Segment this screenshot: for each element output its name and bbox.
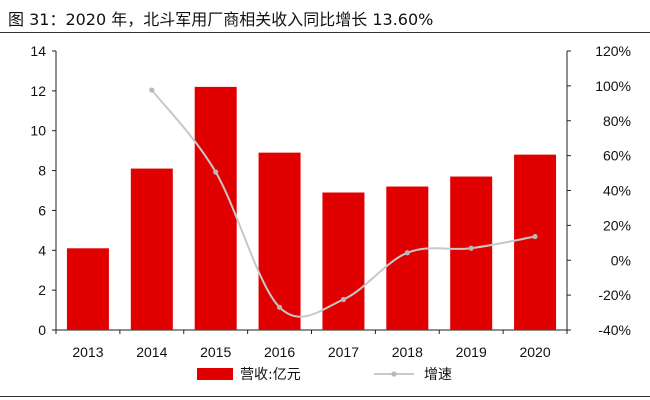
growth-point <box>213 169 219 175</box>
growth-point <box>340 296 347 303</box>
left-tick-label: 14 <box>30 43 46 59</box>
bars-layer <box>66 86 557 330</box>
growth-line-layer <box>149 87 538 318</box>
revenue-bar <box>66 248 109 330</box>
revenue-bar <box>386 186 429 330</box>
left-tick-label: 4 <box>38 242 46 258</box>
right-tick-label: 60% <box>603 148 631 164</box>
revenue-bar <box>450 176 493 330</box>
x-tick-label: 2013 <box>72 344 103 360</box>
x-tick-label: 2014 <box>136 344 167 360</box>
x-tick-label: 2018 <box>392 344 423 360</box>
growth-point <box>276 304 283 310</box>
left-tick-label: 8 <box>38 163 46 179</box>
revenue-bar <box>258 152 301 330</box>
left-tick-label: 6 <box>38 202 46 218</box>
legend-growth-label: 增速 <box>424 367 452 383</box>
revenue-bar <box>514 154 557 330</box>
x-tick-label: 2020 <box>519 344 550 360</box>
growth-point <box>149 87 155 93</box>
left-tick-label: 2 <box>38 282 46 298</box>
x-tick-label: 2019 <box>456 344 487 360</box>
right-tick-label: 20% <box>603 217 631 233</box>
right-tick-label: 100% <box>595 78 631 94</box>
revenue-bar <box>194 86 237 330</box>
tick-labels-layer: 0 2 4 6 8 10 12 14 -40% -20% 0% 20% 40% 60% 80% 100% 120… <box>30 43 631 360</box>
title-divider <box>0 32 650 33</box>
x-tick-label: 2017 <box>328 344 359 360</box>
right-tick-label: 40% <box>603 183 631 199</box>
legend-revenue-label: 营收:亿元 <box>240 367 301 383</box>
growth-point <box>468 245 474 251</box>
growth-point <box>532 233 538 240</box>
legend-revenue-swatch <box>197 368 233 380</box>
revenue-bar <box>322 192 365 330</box>
right-tick-label: 0% <box>611 252 631 268</box>
growth-point <box>404 250 410 256</box>
right-tick-label: 120% <box>595 43 631 59</box>
x-tick-label: 2015 <box>200 344 231 360</box>
bottom-divider <box>0 396 650 397</box>
left-tick-label: 10 <box>30 123 46 139</box>
legend: 营收:亿元 增速 <box>197 367 452 383</box>
left-tick-label: 0 <box>38 322 46 338</box>
right-tick-label: 80% <box>603 113 631 129</box>
axes-layer <box>52 50 571 334</box>
right-tick-label: -40% <box>598 322 631 338</box>
right-tick-label: -20% <box>598 287 631 303</box>
figure-title: 图 31：2020 年，北斗军用厂商相关收入同比增长 13.60% <box>8 10 434 29</box>
left-tick-label: 12 <box>30 83 46 99</box>
x-tick-label: 2016 <box>264 344 295 360</box>
legend-growth-marker <box>391 371 397 377</box>
revenue-bar <box>130 168 173 330</box>
